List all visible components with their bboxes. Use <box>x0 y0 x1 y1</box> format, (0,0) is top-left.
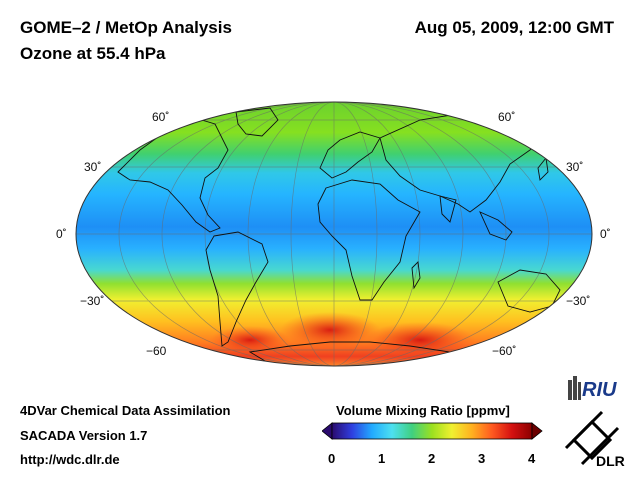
credit-url[interactable]: http://wdc.dlr.de <box>20 452 120 467</box>
credit-method: 4DVar Chemical Data Assimilation <box>20 403 231 418</box>
coast-europe <box>319 131 381 179</box>
colorbar-arrow-right <box>531 422 543 440</box>
lat-label-right-minus30: −30˚ <box>566 294 591 308</box>
legend-title: Volume Mixing Ratio [ppmv] <box>336 403 510 418</box>
lat-label-right-minus60: −60˚ <box>492 344 517 358</box>
dlr-text: DLR <box>596 453 625 469</box>
lat-label-right-30: 30˚ <box>566 160 584 174</box>
coast-southeast-asia <box>479 211 513 241</box>
colorbar-tick-label: 4 <box>528 451 536 466</box>
datetime: Aug 05, 2009, 12:00 GMT <box>414 18 614 37</box>
subtitle: Ozone at 55.4 hPa <box>20 44 166 63</box>
coast-greenland <box>235 107 279 137</box>
coast-india <box>439 195 457 223</box>
dlr-logo: DLR <box>564 410 625 469</box>
title: GOME–2 / MetOp Analysis <box>20 18 232 37</box>
coast-japan <box>537 156 549 181</box>
credit-version: SACADA Version 1.7 <box>20 428 148 443</box>
ozone-maximum <box>280 312 380 348</box>
coast-madagascar <box>411 261 421 290</box>
lat-label-left-30: 30˚ <box>84 160 102 174</box>
coast-africa <box>317 179 421 301</box>
dlr-emblem-icon <box>564 410 620 466</box>
colorbar-tick-label: 1 <box>378 451 386 466</box>
riu-logo: RIU <box>568 376 617 401</box>
map-frame <box>75 101 593 367</box>
colorbar-arrow-left <box>322 422 333 440</box>
coast-australia <box>497 269 561 313</box>
colorbar <box>322 422 543 440</box>
lat-label-left-0: 0˚ <box>56 227 67 241</box>
lat-label-left-minus30: −30˚ <box>80 294 105 308</box>
lat-label-right-0: 0˚ <box>600 227 611 241</box>
lat-label-left-minus60: −60 <box>146 344 167 358</box>
colorbar-tick-label: 2 <box>428 451 436 466</box>
colorbar-body <box>331 422 533 440</box>
coast-south-america <box>205 231 269 347</box>
lat-label-left-60: 60˚ <box>152 110 170 124</box>
lat-label-right-60: 60˚ <box>498 110 516 124</box>
colorbar-tick-label: 0 <box>328 451 336 466</box>
riu-text: RIU <box>582 379 617 401</box>
colorbar-tick-label: 3 <box>478 451 486 466</box>
riu-tower-icon <box>568 380 572 400</box>
